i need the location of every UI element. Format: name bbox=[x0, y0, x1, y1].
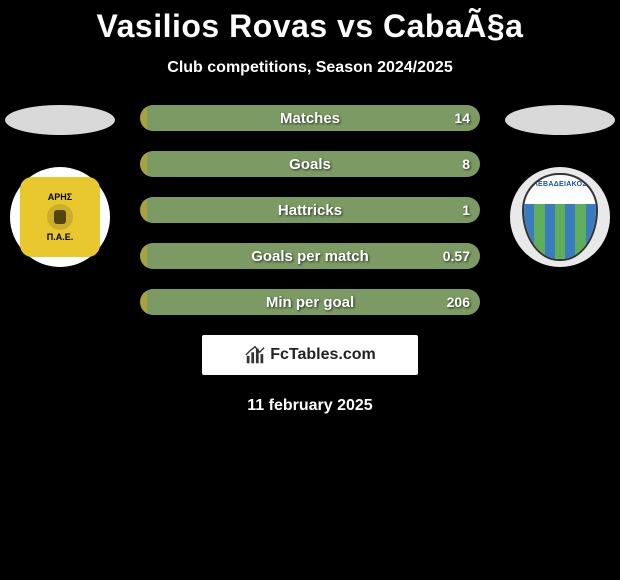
player-left-silhouette bbox=[5, 105, 115, 135]
team-left-badge-text-top: ΑΡΗΣ bbox=[48, 192, 72, 202]
stat-row: Matches14 bbox=[140, 105, 480, 131]
chart-icon bbox=[244, 344, 266, 366]
date-text: 11 february 2025 bbox=[0, 397, 620, 415]
stat-row: Goals per match0.57 bbox=[140, 243, 480, 269]
stat-row: Hattricks1 bbox=[140, 197, 480, 223]
player-right-block: ΛΕΒΑΔΕΙΑΚΟΣ bbox=[500, 105, 620, 267]
team-left-badge-icon bbox=[40, 202, 80, 232]
subtitle: Club competitions, Season 2024/2025 bbox=[0, 59, 620, 77]
stat-label: Matches bbox=[140, 105, 480, 131]
stat-value-right: 1 bbox=[462, 197, 470, 223]
stat-label: Hattricks bbox=[140, 197, 480, 223]
player-left-block: ΑΡΗΣ Π.Α.Ε. bbox=[0, 105, 120, 267]
stat-row: Min per goal206 bbox=[140, 289, 480, 315]
watermark: FcTables.com bbox=[202, 335, 418, 375]
team-left-badge-inner: ΑΡΗΣ Π.Α.Ε. bbox=[20, 177, 100, 257]
stat-row: Goals8 bbox=[140, 151, 480, 177]
player-right-silhouette bbox=[505, 105, 615, 135]
stat-label: Goals per match bbox=[140, 243, 480, 269]
team-right-badge: ΛΕΒΑΔΕΙΑΚΟΣ bbox=[510, 167, 610, 267]
team-right-shield: ΛΕΒΑΔΕΙΑΚΟΣ bbox=[522, 173, 598, 261]
watermark-text: FcTables.com bbox=[270, 346, 376, 364]
team-left-badge: ΑΡΗΣ Π.Α.Ε. bbox=[10, 167, 110, 267]
team-right-stripes bbox=[524, 204, 596, 259]
team-right-badge-text: ΛΕΒΑΔΕΙΑΚΟΣ bbox=[533, 181, 587, 188]
stat-value-right: 0.57 bbox=[443, 243, 470, 269]
stat-label: Goals bbox=[140, 151, 480, 177]
page-title: Vasilios Rovas vs CabaÃ§a bbox=[0, 0, 620, 45]
comparison-content: ΑΡΗΣ Π.Α.Ε. ΛΕΒΑΔΕΙΑΚΟΣ bbox=[0, 105, 620, 415]
stat-value-right: 8 bbox=[462, 151, 470, 177]
stat-bars: Matches14 Goals8 Hattricks1 Goals per match… bbox=[140, 105, 480, 315]
team-left-badge-text-bottom: Π.Α.Ε. bbox=[47, 232, 74, 242]
stat-value-right: 206 bbox=[447, 289, 470, 315]
stat-value-right: 14 bbox=[454, 105, 470, 131]
stat-label: Min per goal bbox=[140, 289, 480, 315]
